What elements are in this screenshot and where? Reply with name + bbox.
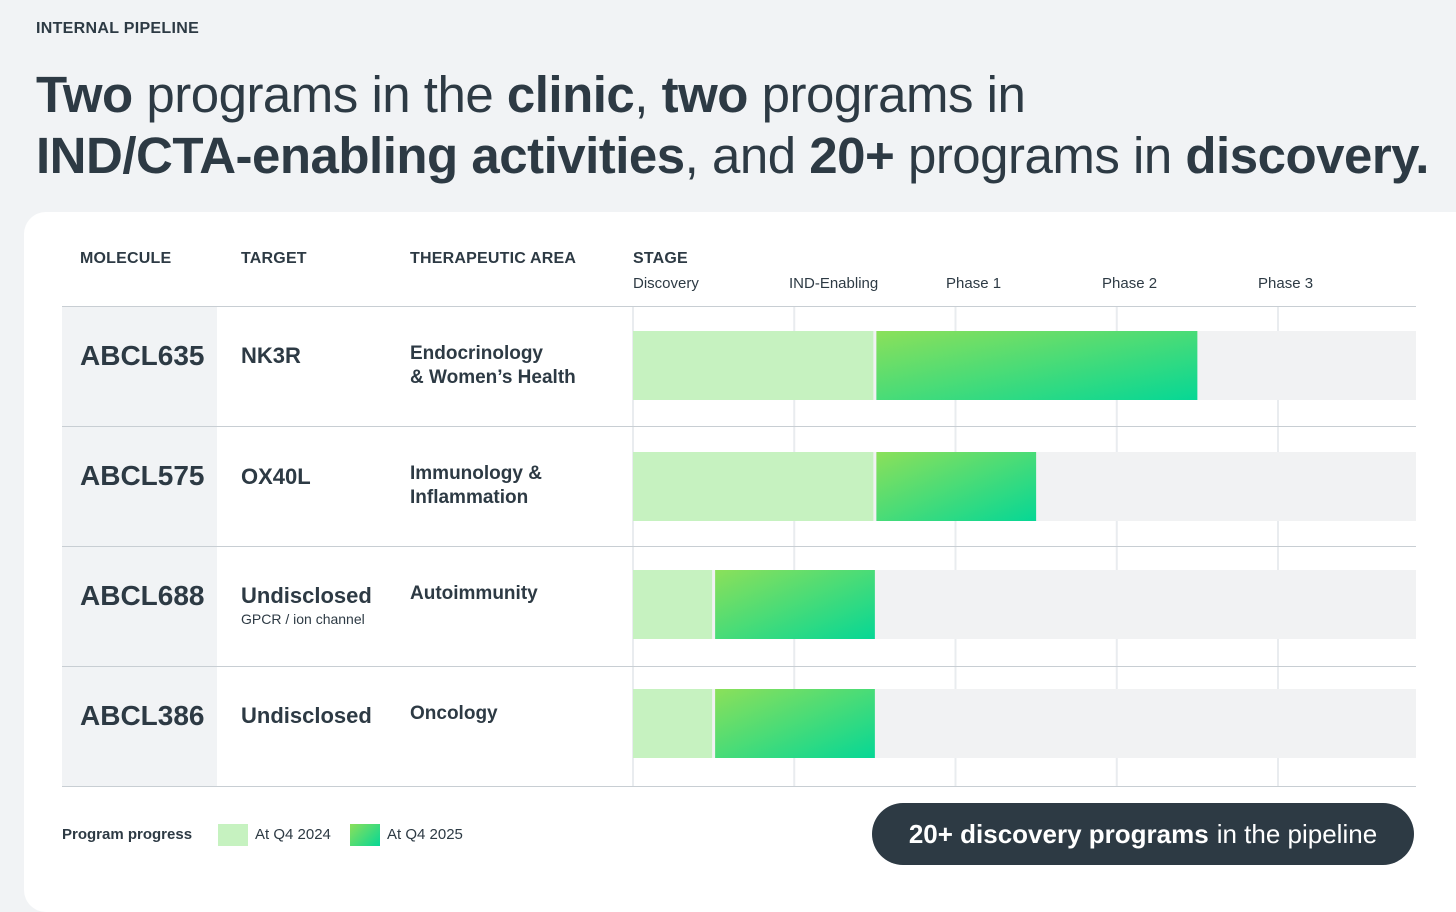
headline-segment: clinic (506, 66, 635, 123)
bar-q4-2025 (715, 570, 875, 639)
row-divider (62, 546, 1416, 547)
row-divider (62, 306, 1416, 307)
headline-segment: 20+ (809, 127, 895, 184)
headline-segment: , (634, 66, 662, 123)
headline-segment: programs in the (132, 66, 507, 123)
bar-q4-2025 (876, 331, 1198, 400)
legend-title: Program progress (62, 826, 193, 843)
stage-label-phase-2: Phase 2 (1102, 275, 1158, 292)
stage-label-phase-3: Phase 3 (1258, 275, 1314, 292)
legend-label-q4-2025: At Q4 2025 (387, 826, 463, 843)
headline-segment: two (661, 66, 749, 123)
column-header-molecule: MOLECULE (80, 250, 172, 267)
legend-label-q4-2024: At Q4 2024 (255, 826, 331, 843)
bar-q4-2025 (876, 452, 1037, 521)
bar-q4-2024 (633, 331, 874, 400)
column-header-target: TARGET (241, 250, 307, 267)
legend-swatch-q4-2024 (218, 824, 248, 846)
therapeutic-area: Oncology (410, 703, 498, 724)
column-header-therapeutic-area: THERAPEUTIC AREA (410, 250, 577, 267)
stage-label-ind-enabling: IND-Enabling (789, 275, 879, 292)
molecule-name: ABCL386 (80, 700, 205, 731)
molecule-name: ABCL688 (80, 580, 205, 611)
pipeline-card (24, 212, 1456, 912)
headline-segment: programs in (747, 66, 1026, 123)
molecule-cell-3 (62, 547, 217, 666)
therapeutic-area: Immunology & Inflammation (410, 463, 542, 508)
headline-segment: discovery. (1185, 127, 1429, 184)
molecule-cell-1 (62, 307, 217, 426)
bar-q4-2024 (633, 689, 713, 758)
molecule-name: ABCL575 (80, 460, 205, 491)
discovery-programs-callout: 20+ discovery programs in the pipeline (872, 803, 1414, 865)
target-name: Undisclosed (241, 703, 372, 728)
bar-q4-2024 (633, 570, 713, 639)
stage-label-phase-1: Phase 1 (946, 275, 1002, 292)
target-subtitle: GPCR / ion channel (241, 611, 365, 627)
molecule-cell-2 (62, 427, 217, 546)
callout-text: in the pipeline (1216, 818, 1378, 849)
row-divider (62, 426, 1416, 427)
row-divider (62, 786, 1416, 787)
legend-swatch-q4-2025 (350, 824, 380, 846)
headline-segment: IND/CTA-enabling activities (36, 127, 685, 184)
headline-segment: programs in (894, 127, 1186, 184)
therapeutic-area: Endocrinology & Women’s Health (410, 343, 576, 388)
headline-line-1: Two programs in the clinic, two programs… (36, 64, 1436, 125)
headline-segment: , and (684, 127, 810, 184)
page-headline: Two programs in the clinic, two programs… (36, 64, 1436, 186)
callout-bold-text: 20+ discovery programs (908, 818, 1209, 849)
target-name: OX40L (241, 464, 311, 489)
bar-q4-2024 (633, 452, 874, 521)
pipeline-chart (632, 307, 1416, 786)
section-eyebrow: INTERNAL PIPELINE (36, 20, 200, 37)
column-header-stage: STAGE (633, 250, 688, 267)
row-divider (62, 666, 1416, 667)
therapeutic-area: Autoimmunity (410, 583, 538, 604)
target-name: NK3R (241, 343, 301, 368)
headline-segment: Two (36, 66, 133, 123)
headline-line-2: IND/CTA-enabling activities, and 20+ pro… (36, 125, 1436, 186)
target-name: Undisclosed (241, 583, 372, 608)
stage-label-discovery: Discovery (633, 275, 699, 292)
bar-q4-2025 (715, 689, 875, 758)
molecule-cell-4 (62, 667, 217, 786)
molecule-name: ABCL635 (80, 340, 205, 371)
